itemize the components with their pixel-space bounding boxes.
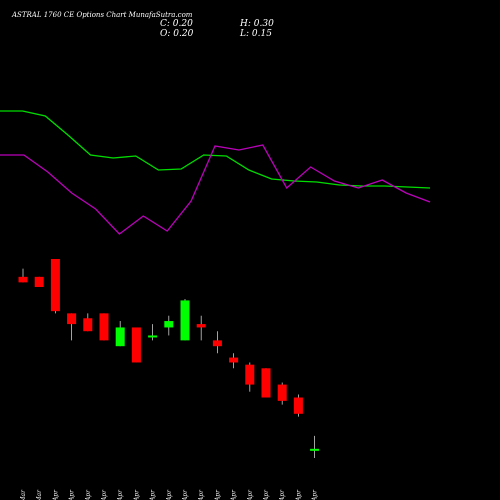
x-tick-label: 15 Apr (198, 489, 205, 500)
candle-body (115, 327, 125, 347)
candle (261, 368, 271, 398)
x-axis-labels: 27 Mar 28 Mar 01 Apr 02 Apr 03 Apr 04 Apr 07 A… (20, 489, 319, 500)
candle (229, 353, 239, 369)
x-tick-label: 11 Apr (182, 489, 189, 500)
candle (293, 394, 303, 417)
candle (67, 313, 77, 341)
x-tick-label: 28 Mar (36, 489, 43, 500)
candle-body (212, 340, 222, 347)
candle (83, 313, 93, 332)
candle (164, 315, 174, 336)
low-readout: L: 0.15 (240, 29, 272, 39)
x-tick-label: 07 Apr (117, 489, 124, 500)
close-readout: C: 0.20 (160, 19, 193, 29)
open-readout: O: 0.20 (160, 29, 193, 39)
candle (115, 321, 125, 347)
candle (196, 315, 206, 341)
candle (180, 298, 190, 341)
candle-body (148, 335, 158, 338)
candle (277, 382, 287, 405)
candle-body (18, 276, 28, 283)
x-tick-label: 04 Apr (101, 489, 108, 500)
candle (50, 259, 60, 314)
candle-body (50, 259, 60, 312)
candle-body (180, 300, 190, 341)
moving-average-layer (0, 110, 431, 235)
candle-body (245, 364, 255, 385)
candle (310, 435, 320, 458)
candle (148, 324, 158, 341)
x-tick-label: 03 Apr (85, 489, 92, 500)
candle-body (196, 324, 206, 328)
candle-body (310, 448, 320, 451)
close-value: 0.20 (172, 19, 193, 29)
open-label: O: (160, 29, 171, 39)
candle-body (261, 368, 271, 398)
candle-body (131, 327, 141, 363)
candle (18, 268, 28, 283)
candles-layer (18, 259, 320, 458)
x-tick-label: 09 Apr (150, 489, 157, 500)
candle-body (67, 313, 77, 325)
x-tick-label: 27 Mar (20, 489, 27, 500)
x-tick-label: 02 Apr (69, 489, 76, 500)
close-label: C: (160, 19, 170, 29)
candle-body (164, 321, 174, 328)
candle-body (277, 384, 287, 401)
ma-fast-line (0, 110, 431, 189)
x-tick-label: 18 Apr (247, 489, 254, 500)
candle-body (83, 318, 93, 332)
x-tick-label: 01 Apr (52, 489, 59, 500)
candle-body (229, 357, 239, 363)
candle (245, 362, 255, 392)
high-value: 0.30 (253, 19, 274, 29)
candle (131, 327, 141, 363)
x-tick-label: 21 Apr (263, 489, 270, 500)
candle-body (293, 397, 303, 414)
candle-body (99, 313, 109, 341)
candle-body (34, 276, 44, 287)
x-tick-label: 16 Apr (214, 489, 221, 500)
x-tick-label: 08 Apr (133, 489, 140, 500)
x-tick-label: 17 Apr (231, 489, 238, 500)
open-value: 0.20 (173, 29, 194, 39)
ma-slow-line (0, 144, 431, 235)
high-readout: H: 0.30 (240, 19, 274, 29)
x-tick-label: 23 Apr (295, 489, 302, 500)
candle (34, 276, 44, 287)
low-value: 0.15 (251, 29, 272, 39)
low-label: L: (240, 29, 250, 39)
candle (212, 331, 222, 354)
x-tick-label: 24 Apr (312, 489, 319, 500)
x-tick-label: 10 Apr (166, 489, 173, 500)
candle (99, 313, 109, 341)
high-label: H: (240, 19, 251, 29)
chart-title: ASTRAL 1760 CE Options Chart MunafaSutra… (12, 11, 193, 19)
x-tick-label: 22 Apr (279, 489, 286, 500)
